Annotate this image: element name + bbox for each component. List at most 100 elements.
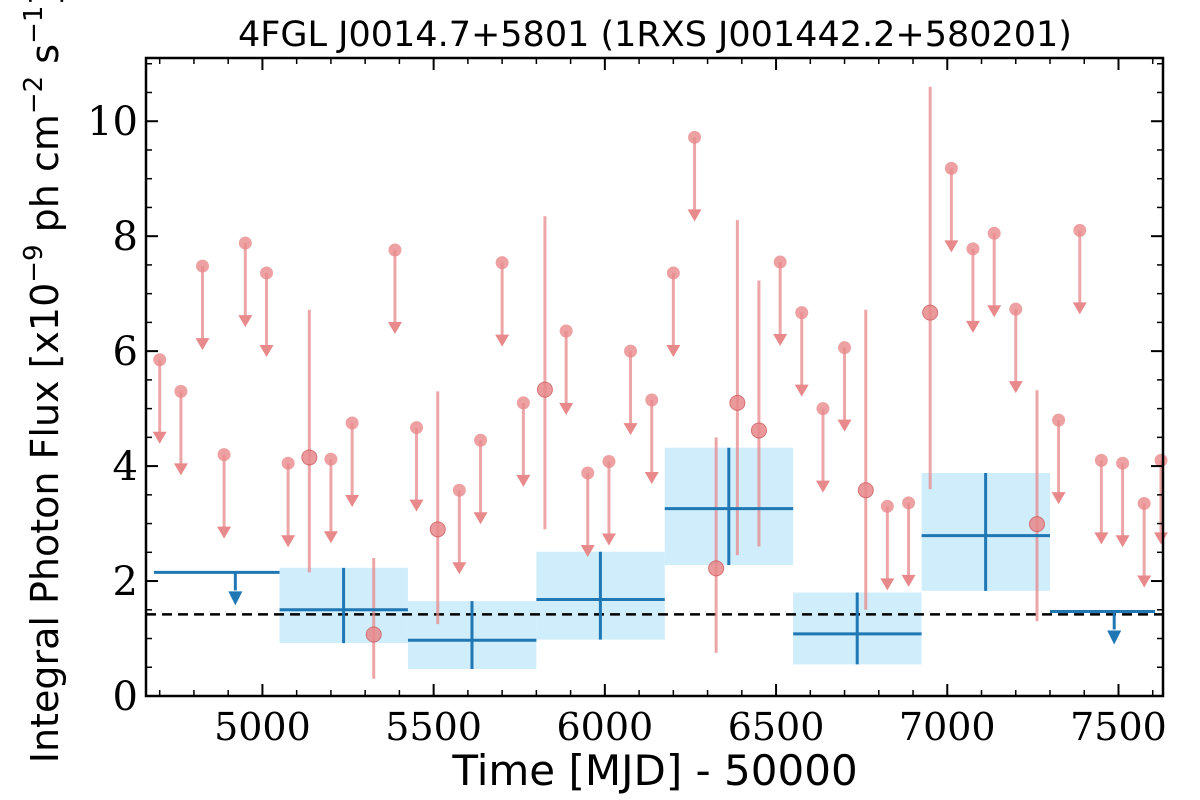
- fine-bin-upper-limit-point: [987, 226, 1001, 240]
- x-axis-label: Time [MJD] - 50000: [451, 746, 857, 795]
- fine-bin-upper-limit-point: [880, 499, 894, 513]
- fine-bin-upper-limit-arrow: [323, 531, 338, 544]
- fine-bin-upper-limit-arrow: [901, 574, 916, 587]
- x-tick-label: 5500: [385, 705, 482, 749]
- fine-bin-upper-limit-arrow: [281, 535, 296, 548]
- fine-bin-upper-limit-arrow: [987, 305, 1002, 318]
- fine-bin-upper-limit-point: [1009, 302, 1023, 316]
- wide-bin-upper-limit-arrow: [228, 591, 243, 606]
- fine-bin-point: [857, 482, 874, 499]
- y-tick-label: 10: [87, 99, 138, 145]
- fine-bin-upper-limit-point: [902, 496, 916, 510]
- fine-bin-upper-limit-point: [238, 236, 252, 250]
- fine-bin-upper-limit-arrow: [495, 334, 510, 347]
- x-tick-label: 7500: [1070, 705, 1167, 749]
- y-axis-label-exponent: −9: [19, 244, 49, 282]
- x-tick-label: 6500: [728, 705, 825, 749]
- fine-bin-upper-limit-point: [516, 396, 530, 410]
- fine-bin-upper-limit-point: [1052, 413, 1066, 427]
- fine-bin-upper-limit-arrow: [1072, 302, 1087, 315]
- fine-bin-point: [1028, 516, 1045, 533]
- fine-bin-upper-limit-point: [495, 256, 509, 270]
- fine-bin-upper-limit-point: [966, 242, 980, 256]
- fine-bin-upper-limit-point: [816, 402, 830, 416]
- chart-title: 4FGL J0014.7+5801 (1RXS J001442.2+580201…: [238, 15, 1072, 55]
- y-axis-label-text: Integral Photon Flux [x10: [23, 283, 67, 764]
- fine-bin-point: [365, 626, 382, 643]
- fine-bin-upper-limit-arrow: [452, 562, 467, 575]
- fine-bin-upper-limit-point: [666, 266, 680, 280]
- axes-ticks: 5000 5500 6000 6500 7000 7500 0 2 4 6 8 10: [87, 58, 1167, 749]
- fine-bin-upper-limit-arrow: [944, 240, 959, 253]
- fine-bin-upper-limit-arrow: [1137, 575, 1152, 588]
- fine-bin-upper-limit-point: [217, 448, 231, 462]
- fine-bin-upper-limit-arrow: [259, 344, 274, 357]
- y-tick-label: 4: [113, 444, 138, 490]
- fine-bin-upper-limit-point: [773, 255, 787, 269]
- y-tick-label: 2: [113, 559, 138, 605]
- fine-bin-upper-limit-point: [345, 416, 359, 430]
- fine-bin-upper-limit-arrow: [837, 419, 852, 432]
- y-axis-label-exponent-2: −2: [19, 76, 49, 114]
- y-axis-label-units-2: s: [23, 44, 67, 76]
- fine-bin-upper-limit-point: [688, 130, 702, 144]
- fine-bin-upper-limit-arrow: [473, 512, 488, 525]
- fine-bin-upper-limit-point: [1094, 453, 1108, 467]
- fine-bin-upper-limit-arrow: [965, 320, 980, 333]
- fine-bin-upper-limit-arrow: [773, 334, 788, 347]
- y-axis-label-units: ph cm: [23, 114, 67, 244]
- fine-bin-upper-limit-point: [602, 454, 616, 468]
- fine-bin-upper-limit-arrow: [623, 423, 638, 436]
- y-axis-label-close: ]: [23, 0, 67, 6]
- fine-bin-upper-limit-arrow: [152, 431, 167, 444]
- fine-bin-upper-limit-point: [196, 259, 209, 273]
- fine-bin-upper-limit-point: [795, 306, 809, 320]
- fine-bin-upper-limit-point: [474, 433, 488, 447]
- fine-bin-upper-limit-arrow: [666, 344, 681, 357]
- fine-bin-upper-limit-point: [324, 452, 338, 466]
- fine-bin-point: [750, 422, 767, 439]
- fine-bin-point: [429, 521, 446, 538]
- fine-bin-upper-limit-arrow: [173, 463, 188, 476]
- fine-bin-upper-limit-point: [410, 421, 424, 435]
- fine-bin-upper-limit-point: [645, 393, 659, 407]
- fine-bin-upper-limit-point: [581, 466, 595, 480]
- fine-bin-upper-limit-point: [944, 161, 958, 175]
- fine-bin-upper-limit-arrow: [559, 403, 574, 416]
- fine-bin-upper-limit-point: [260, 266, 274, 280]
- fine-bin-upper-limit-arrow: [195, 338, 210, 351]
- y-axis-label: Integral Photon Flux [x10−9 ph cm−2 s−1]: [19, 0, 67, 763]
- fine-bin-point: [729, 394, 746, 411]
- fine-bin-upper-limit-point: [281, 456, 295, 470]
- fine-bin-upper-limit-point: [174, 384, 188, 398]
- fine-bin-upper-limit-arrow: [815, 480, 830, 493]
- y-axis-label-exponent-3: −1: [19, 6, 49, 44]
- fine-bin-upper-limit-arrow: [345, 494, 360, 507]
- x-tick-label: 5000: [214, 705, 311, 749]
- fine-bin-upper-limit-arrow: [601, 533, 616, 546]
- y-tick-label: 0: [113, 674, 138, 720]
- fine-bin-point: [301, 449, 318, 466]
- fine-bin-upper-limit-arrow: [387, 321, 402, 334]
- fine-bin-upper-limit-arrow: [1051, 492, 1066, 505]
- fine-bin-upper-limit-arrow: [794, 384, 809, 397]
- plot-content: [146, 86, 1168, 679]
- fine-bin-upper-limit-arrow: [1154, 532, 1168, 545]
- fine-bin-upper-limit-point: [452, 483, 466, 497]
- fine-bin-upper-limit-point: [1137, 496, 1151, 510]
- fine-bin-upper-limit-point: [153, 353, 167, 367]
- x-tick-label: 6000: [556, 705, 653, 749]
- fine-bin-upper-limit-point: [559, 324, 573, 338]
- fine-bin-upper-limit-arrow: [1094, 532, 1109, 545]
- fine-bin-upper-limit-arrow: [409, 499, 424, 512]
- fine-bin-upper-limit-arrow: [580, 544, 595, 557]
- fine-bin-upper-limit-arrow: [687, 209, 702, 222]
- fine-bin-upper-limit-arrow: [238, 315, 253, 328]
- fine-bin-point: [922, 304, 939, 321]
- fine-bin-upper-limit-arrow: [1115, 535, 1130, 548]
- fine-bin-upper-limit-point: [1116, 456, 1130, 470]
- fine-bin-upper-limit-point: [838, 341, 852, 355]
- fine-bin-upper-limit-arrow: [516, 474, 531, 487]
- fine-bin-point: [708, 560, 725, 577]
- y-tick-label: 6: [113, 329, 138, 375]
